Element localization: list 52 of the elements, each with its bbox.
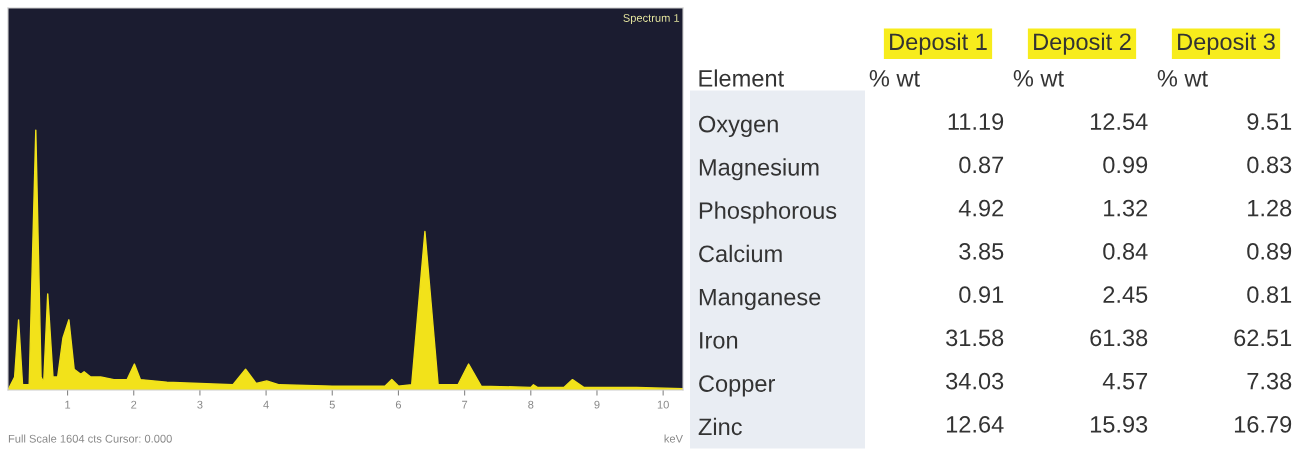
x-tick-label: 1 <box>65 400 71 409</box>
y-tick-label: Phosphorous <box>699 201 837 224</box>
text: % wt <box>1013 70 1064 87</box>
data-label: 15.93 <box>1090 415 1148 433</box>
x-tick-label: 5 <box>329 400 335 409</box>
data-label: 7.38 <box>1247 372 1292 390</box>
x-tick-label: 9 <box>594 400 600 409</box>
x-tick-label: 6 <box>395 400 402 409</box>
data-label: 34.03 <box>946 372 1004 390</box>
x-tick-label: 7 <box>462 400 468 409</box>
data-label: 61.38 <box>1090 329 1148 347</box>
y-axis-title: Element <box>699 69 784 87</box>
data-label: 9.51 <box>1247 113 1292 130</box>
text: % wt <box>869 70 920 87</box>
data-label: 3.85 <box>959 242 1004 260</box>
y-tick-label: Zinc <box>698 417 742 436</box>
x-tick-label: 8 <box>528 400 534 409</box>
data-label: 2.45 <box>1103 286 1148 303</box>
y-tick-label: Magnesium <box>699 158 819 181</box>
data-label: 16.79 <box>1234 415 1292 433</box>
text: Full Scale 1604 cts Cursor: 0.000 <box>8 434 172 443</box>
data-label: 31.58 <box>946 329 1004 347</box>
data-label: 0.87 <box>959 156 1004 174</box>
y-tick-label: Manganese <box>699 288 821 311</box>
x-tick-label: Deposit 1 <box>890 32 987 55</box>
data-label: 4.92 <box>958 199 1004 217</box>
y-tick-label: Iron <box>700 332 738 349</box>
data-label: 12.64 <box>946 415 1004 433</box>
x-tick-label: 4 <box>263 400 269 409</box>
data-label: 11.19 <box>948 113 1004 130</box>
data-label: 62.51 <box>1234 329 1292 347</box>
data-label: 4.57 <box>1102 372 1148 390</box>
data-label: 0.81 <box>1247 286 1292 303</box>
x-tick-label: 3 <box>197 400 203 409</box>
y-tick-label: Oxygen <box>699 115 778 138</box>
x-axis-title: keV <box>664 434 683 443</box>
y-tick-label: Copper <box>699 375 775 397</box>
x-tick-label: Deposit 2 <box>1034 32 1131 55</box>
x-tick-label: Deposit 3 <box>1178 32 1275 55</box>
data-label: 1.28 <box>1248 199 1292 217</box>
data-label: 0.91 <box>959 286 1004 303</box>
data-label: 0.89 <box>1247 242 1292 260</box>
data-label: 0.84 <box>1103 242 1148 260</box>
x-tick-label: 2 <box>131 400 137 409</box>
data-label: 12.54 <box>1090 113 1148 130</box>
data-label: 1.32 <box>1104 199 1148 217</box>
data-label: 0.99 <box>1103 156 1148 174</box>
y-tick-label: Calcium <box>699 244 782 263</box>
text: % wt <box>1157 70 1208 87</box>
x-tick-label: 10 <box>657 400 669 409</box>
data-label: 0.83 <box>1247 156 1292 174</box>
text: Spectrum 1 <box>623 14 680 25</box>
